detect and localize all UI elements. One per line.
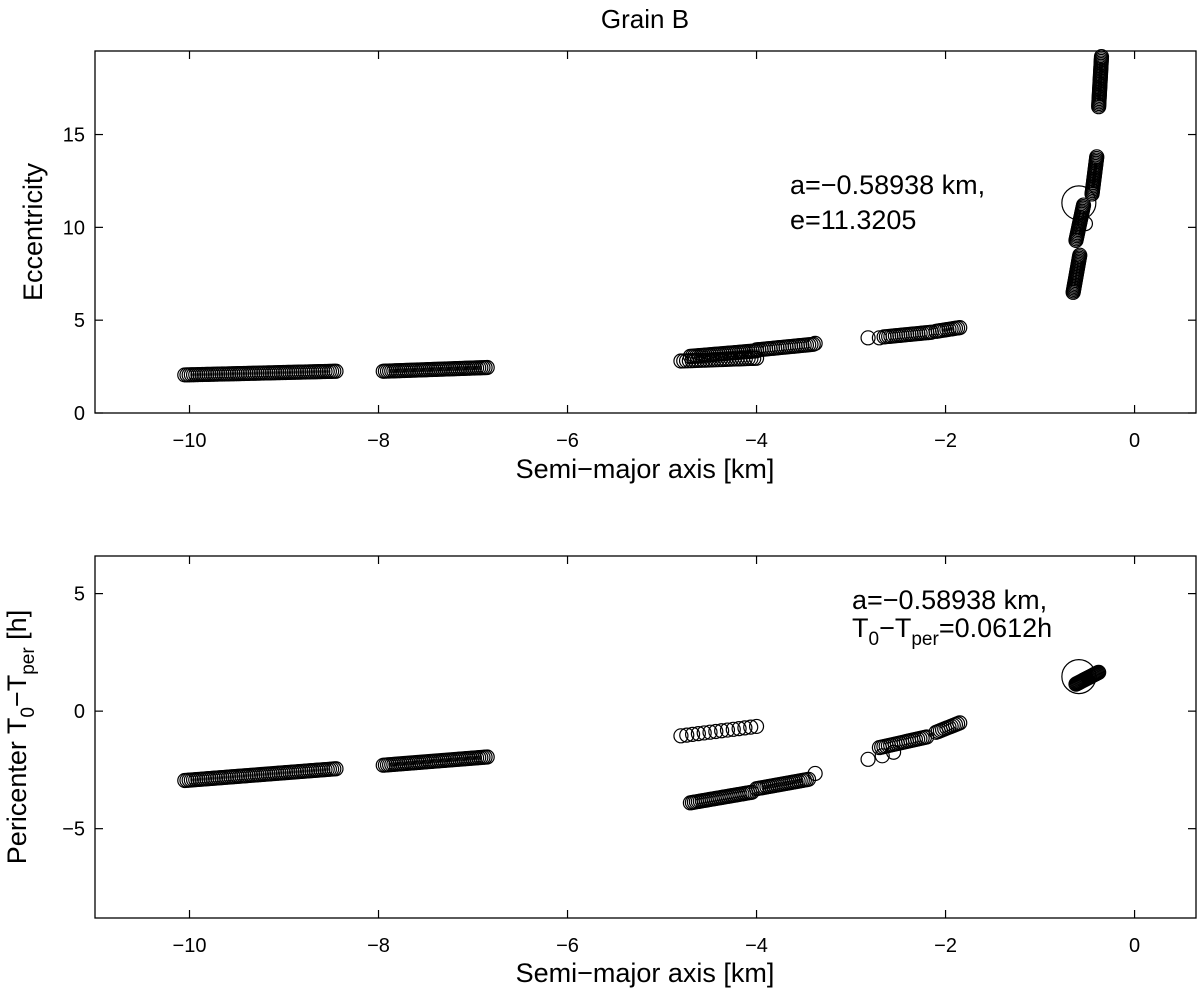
chart-title: Grain B [601, 4, 689, 34]
y-label-sub: 0 [18, 707, 39, 718]
data-point [748, 718, 765, 735]
annotation-line-2: T0−Tper=0.0612h [852, 613, 1052, 650]
annotation-line-2: e=11.3205 [790, 205, 916, 235]
y-label-sub: per [18, 647, 39, 675]
y-tick-label: 0 [74, 403, 85, 425]
anno-part: T [852, 613, 869, 643]
y-tick-label: 10 [63, 217, 85, 239]
highlighted-point [1061, 185, 1097, 221]
x-tick-label: −10 [173, 935, 207, 957]
y-tick-label: 0 [74, 701, 85, 723]
data-point [885, 744, 902, 760]
y-label-part: Pericenter T [2, 718, 32, 865]
y-axis-label: Eccentricity [18, 162, 48, 301]
pericenter-panel: −10 −8 −6 −4 −2 0 −5 0 5 Semi−major axis [km] Pe… [2, 555, 1197, 988]
x-tick-label: −8 [367, 935, 390, 957]
data-point [807, 765, 823, 782]
y-tick-label: −5 [62, 819, 85, 841]
data-point [805, 336, 821, 352]
data-point [328, 363, 344, 379]
x-tick-label: −2 [934, 935, 957, 957]
data-point [696, 725, 712, 741]
data-point [1093, 48, 1110, 65]
data-point [1091, 664, 1107, 680]
anno-sub: 0 [869, 629, 880, 650]
pericenter-markers [177, 658, 1107, 811]
eccentricity-markers [177, 48, 1110, 383]
data-point [1075, 197, 1092, 213]
data-point [719, 722, 736, 738]
data-point [952, 320, 968, 336]
data-point [731, 720, 747, 737]
data-point [874, 748, 890, 764]
y-tick-label: 5 [74, 584, 85, 606]
data-point [743, 719, 759, 735]
y-tick-label: 5 [74, 310, 85, 332]
annotation-line-1: a=−0.58938 km, [790, 170, 985, 200]
data-point [708, 723, 724, 740]
x-tick-label: 0 [1129, 430, 1140, 452]
highlighted-point [1061, 658, 1097, 695]
x-tick-label: −2 [934, 430, 957, 452]
x-tick-label: −4 [745, 430, 768, 452]
x-tick-label: −4 [745, 935, 768, 957]
x-axis-label: Semi−major axis [km] [516, 454, 775, 484]
x-tick-label: 0 [1129, 935, 1140, 957]
plot-frame [94, 50, 1197, 414]
x-tick-label: −10 [173, 430, 207, 452]
data-point [1077, 216, 1094, 232]
data-point [702, 724, 718, 740]
data-point [679, 727, 695, 743]
data-point [860, 751, 876, 767]
data-point [328, 761, 344, 777]
x-tick-label: −6 [556, 430, 579, 452]
anno-part: =0.0612h [939, 613, 1052, 643]
y-label-part: −T [2, 675, 32, 707]
data-point [690, 726, 706, 742]
y-axis-label: Pericenter T0−Tper [h] [2, 610, 39, 864]
data-point [684, 726, 701, 742]
x-axis-label: Semi−major axis [km] [516, 958, 775, 988]
plot-frame [94, 555, 1197, 919]
data-point [1072, 247, 1088, 263]
x-tick-label: −6 [556, 935, 579, 957]
x-tick-label: −8 [367, 430, 390, 452]
data-point [952, 715, 968, 731]
data-point [807, 335, 823, 351]
y-tick-label: 15 [63, 125, 85, 147]
data-point [1089, 149, 1105, 165]
data-point [479, 749, 495, 765]
data-point [871, 330, 888, 346]
data-point [725, 721, 741, 737]
data-point [673, 728, 689, 744]
data-point [737, 720, 753, 736]
data-point [860, 330, 876, 346]
annotation-line-1: a=−0.58938 km, [852, 585, 1047, 615]
y-label-part: [h] [2, 610, 32, 648]
anno-part: −T [879, 613, 911, 643]
data-point [479, 359, 495, 376]
anno-sub: per [911, 629, 939, 650]
data-point [714, 723, 730, 739]
